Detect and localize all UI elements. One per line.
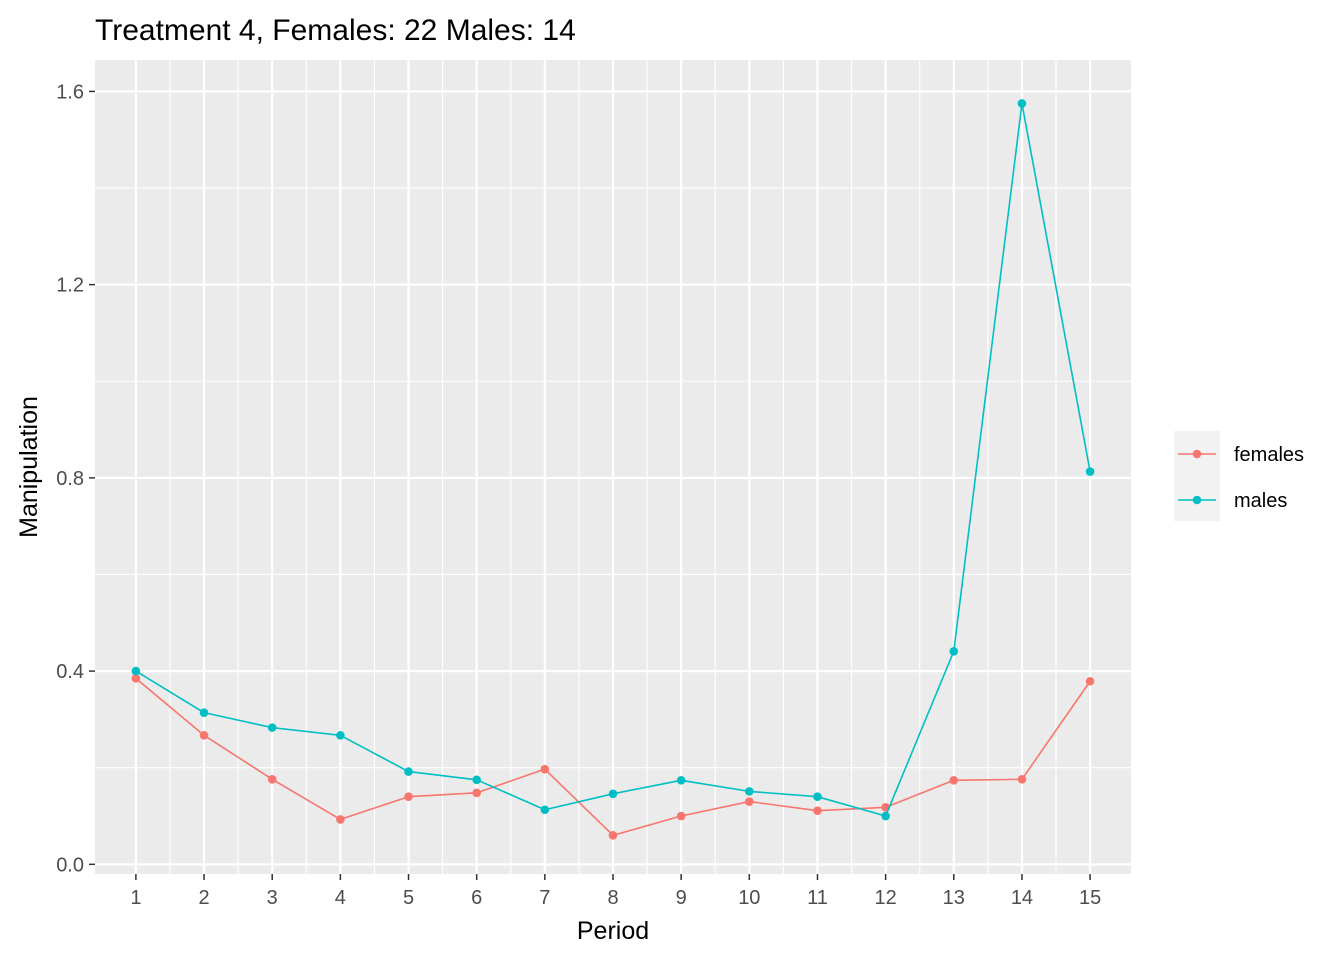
data-point-males — [676, 775, 686, 785]
data-point-males — [813, 792, 822, 802]
x-tick-label: 9 — [676, 887, 687, 909]
data-point-females — [404, 792, 413, 802]
data-point-females — [472, 788, 481, 798]
x-tick-label: 7 — [539, 887, 550, 909]
y-axis: 0.0 0.4 0.8 1.2 1.6 — [56, 81, 95, 876]
data-point-females — [1017, 775, 1027, 784]
legend-key-bg — [1174, 431, 1220, 521]
legend-key-point-males — [1192, 495, 1202, 505]
x-tick-label: 13 — [943, 887, 965, 909]
x-tick-label: 4 — [335, 887, 346, 909]
x-tick-label: 12 — [875, 887, 897, 909]
x-tick-label: 6 — [471, 887, 482, 909]
data-point-females — [131, 674, 141, 683]
chart-title: Treatment 4, Females: 22 Males: 14 — [95, 14, 576, 47]
x-tick-label: 11 — [807, 887, 828, 909]
x-axis: 1 2 3 4 5 6 7 8 9 10 11 12 13 14 15 — [130, 874, 1101, 909]
x-axis-title: Period — [577, 917, 649, 945]
data-point-females — [1085, 676, 1095, 686]
x-tick-label: 10 — [738, 887, 760, 909]
x-tick-label: 14 — [1011, 887, 1033, 909]
y-tick-label: 1.6 — [56, 81, 84, 103]
data-point-females — [199, 731, 209, 740]
data-point-females — [676, 811, 686, 821]
data-point-males — [404, 767, 413, 776]
data-point-males — [1085, 467, 1095, 476]
data-point-males — [881, 811, 890, 821]
x-tick-label: 15 — [1079, 887, 1101, 909]
data-point-females — [336, 815, 345, 824]
data-point-males — [131, 666, 141, 676]
data-point-females — [949, 775, 959, 785]
data-point-males — [1017, 99, 1027, 108]
data-point-females — [267, 775, 277, 784]
x-tick-label: 2 — [198, 887, 209, 909]
series-layer — [131, 99, 1095, 840]
y-tick-label: 0.8 — [56, 468, 84, 490]
data-point-males — [199, 708, 209, 717]
major-gridlines — [95, 60, 1131, 874]
legend-key-point-females — [1192, 449, 1202, 459]
data-point-males — [267, 723, 277, 732]
x-tick-label: 5 — [403, 887, 414, 909]
data-point-males — [472, 775, 481, 785]
y-tick-label: 1.2 — [56, 275, 84, 297]
y-tick-label: 0.4 — [56, 661, 84, 683]
data-point-females — [745, 797, 754, 806]
data-point-females — [813, 806, 822, 816]
x-tick-label: 8 — [607, 887, 618, 909]
data-point-males — [540, 805, 550, 815]
x-tick-label: 1 — [130, 887, 141, 909]
data-point-males — [745, 787, 754, 796]
y-axis-title: Manipulation — [15, 396, 43, 538]
data-point-females — [608, 831, 618, 840]
data-point-males — [608, 789, 618, 799]
legend: females males — [1174, 431, 1304, 521]
data-point-males — [949, 646, 959, 656]
legend-label-females: females — [1234, 444, 1304, 466]
data-point-males — [336, 731, 345, 740]
y-tick-label: 0.0 — [56, 854, 84, 876]
x-tick-label: 3 — [267, 887, 278, 909]
legend-label-males: males — [1234, 490, 1287, 512]
data-point-females — [540, 764, 550, 774]
